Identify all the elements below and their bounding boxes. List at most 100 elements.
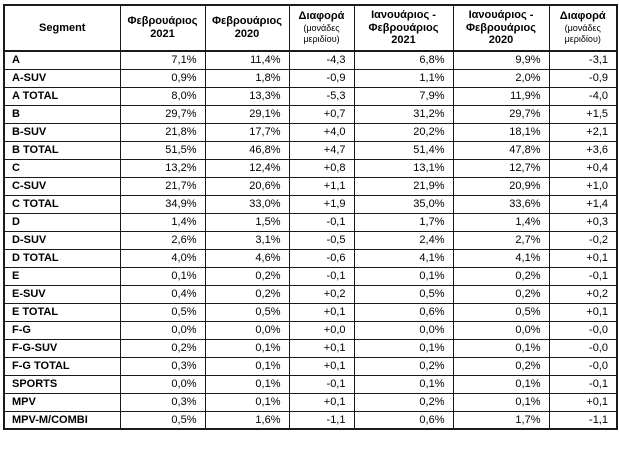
column-header-year: 2021 <box>150 28 175 40</box>
value-cell: 0,1% <box>204 374 290 394</box>
value-cell: 13,1% <box>353 158 454 178</box>
value-cell: 0,5% <box>452 302 550 322</box>
column-header-subtitle: (μονάδες μεριδίου) <box>303 23 340 45</box>
column-header: Segment <box>3 4 121 52</box>
value-cell: 0,5% <box>119 410 206 430</box>
value-cell: 18,1% <box>452 122 550 142</box>
value-cell: 0,2% <box>452 266 550 286</box>
value-cell: +0,1 <box>548 302 618 322</box>
value-cell: -0,0 <box>548 356 618 376</box>
value-cell: 0,2% <box>452 356 550 376</box>
table-row: E TOTAL 0,5% 0,5% +0,1 0,6% 0,5% +0,1 <box>3 302 618 322</box>
value-cell: -0,1 <box>548 374 618 394</box>
table-row: SPORTS 0,0% 0,1% -0,1 0,1% 0,1% -0,1 <box>3 374 618 394</box>
value-cell: 1,4% <box>452 212 550 232</box>
value-cell: 8,0% <box>119 86 206 106</box>
segment-cell: D <box>3 212 121 232</box>
value-cell: 0,1% <box>452 374 550 394</box>
value-cell: +0,1 <box>548 392 618 412</box>
value-cell: 0,2% <box>204 266 290 286</box>
value-cell: 11,9% <box>452 86 550 106</box>
value-cell: 12,7% <box>452 158 550 178</box>
value-cell: 11,4% <box>204 50 290 70</box>
value-cell: 29,1% <box>204 104 290 124</box>
value-cell: 20,2% <box>353 122 454 142</box>
value-cell: 1,6% <box>204 410 290 430</box>
value-cell: 0,0% <box>119 374 206 394</box>
segment-cell: E TOTAL <box>3 302 121 322</box>
table-row: B-SUV 21,8% 17,7% +4,0 20,2% 18,1% +2,1 <box>3 122 618 142</box>
value-cell: +0,1 <box>288 338 355 358</box>
value-cell: 0,1% <box>204 338 290 358</box>
column-header-year: 2020 <box>234 28 260 40</box>
value-cell: 0,2% <box>452 284 550 304</box>
value-cell: 4,0% <box>119 248 206 268</box>
value-cell: +1,4 <box>548 194 618 214</box>
column-header-year: 2021 <box>391 34 416 47</box>
value-cell: 33,6% <box>452 194 550 214</box>
column-header: Ιανουάριος - Φεβρουάριος 2021 <box>353 4 454 52</box>
value-cell: 33,0% <box>204 194 290 214</box>
value-cell: 0,1% <box>204 356 290 376</box>
value-cell: +0,0 <box>288 320 355 340</box>
table-row: MPV 0,3% 0,1% +0,1 0,2% 0,1% +0,1 <box>3 392 618 412</box>
table-row: MPV-M/COMBI 0,5% 1,6% -1,1 0,6% 1,7% -1,1 <box>3 410 618 430</box>
value-cell: 20,9% <box>452 176 550 196</box>
segment-cell: A-SUV <box>3 68 121 88</box>
value-cell: 13,2% <box>119 158 206 178</box>
value-cell: 0,1% <box>119 266 206 286</box>
value-cell: 0,0% <box>119 320 206 340</box>
value-cell: 0,5% <box>119 302 206 322</box>
value-cell: 0,3% <box>119 392 206 412</box>
table-row: D TOTAL 4,0% 4,6% -0,6 4,1% 4,1% +0,1 <box>3 248 618 268</box>
value-cell: 12,4% <box>204 158 290 178</box>
value-cell: +1,0 <box>548 176 618 196</box>
value-cell: -4,0 <box>548 86 618 106</box>
value-cell: -5,3 <box>288 86 355 106</box>
value-cell: -3,1 <box>548 50 618 70</box>
segment-cell: F-G TOTAL <box>3 356 121 376</box>
value-cell: 0,6% <box>353 410 454 430</box>
column-header-title: Segment <box>39 21 86 34</box>
table-row: C-SUV 21,7% 20,6% +1,1 21,9% 20,9% +1,0 <box>3 176 618 196</box>
value-cell: 2,4% <box>353 230 454 250</box>
value-cell: 47,8% <box>452 140 550 160</box>
value-cell: 0,4% <box>119 284 206 304</box>
table-body: A 7,1% 11,4% -4,3 6,8% 9,9% -3,1 A-SUV 0,9% 1,8% -… <box>3 50 618 430</box>
value-cell: 1,7% <box>353 212 454 232</box>
value-cell: -4,3 <box>288 50 355 70</box>
segment-share-table: Segment Φεβρουάριος 2021 Φεβρουάριος 2020 Δια… <box>3 4 618 430</box>
table-row: C TOTAL 34,9% 33,0% +1,9 35,0% 33,6% +1,4 <box>3 194 618 214</box>
value-cell: 6,8% <box>353 50 454 70</box>
value-cell: 1,5% <box>204 212 290 232</box>
value-cell: 20,6% <box>204 176 290 196</box>
value-cell: +0,4 <box>548 158 618 178</box>
table-row: E 0,1% 0,2% -0,1 0,1% 0,2% -0,1 <box>3 266 618 286</box>
column-header-title: Διαφορά <box>298 10 345 23</box>
header-row: Segment Φεβρουάριος 2021 Φεβρουάριος 2020 Δια… <box>3 4 618 52</box>
segment-cell: B-SUV <box>3 122 121 142</box>
value-cell: 0,6% <box>353 302 454 322</box>
segment-cell: F-G <box>3 320 121 340</box>
value-cell: +2,1 <box>548 122 618 142</box>
value-cell: 0,5% <box>353 284 454 304</box>
table-row: A-SUV 0,9% 1,8% -0,9 1,1% 2,0% -0,9 <box>3 68 618 88</box>
value-cell: +0,1 <box>288 302 355 322</box>
value-cell: +0,3 <box>548 212 618 232</box>
segment-cell: D TOTAL <box>3 248 121 268</box>
value-cell: 0,5% <box>204 302 290 322</box>
table-row: A 7,1% 11,4% -4,3 6,8% 9,9% -3,1 <box>3 50 618 70</box>
table-row: B 29,7% 29,1% +0,7 31,2% 29,7% +1,5 <box>3 104 618 124</box>
value-cell: 34,9% <box>119 194 206 214</box>
value-cell: 1,4% <box>119 212 206 232</box>
table-row: F-G 0,0% 0,0% +0,0 0,0% 0,0% -0,0 <box>3 320 618 340</box>
value-cell: -0,0 <box>548 320 618 340</box>
table-row: F-G TOTAL 0,3% 0,1% +0,1 0,2% 0,2% -0,0 <box>3 356 618 376</box>
column-header-title: Ιανουάριος - Φεβρουάριος <box>368 8 439 34</box>
value-cell: -0,2 <box>548 230 618 250</box>
segment-cell: C <box>3 158 121 178</box>
column-header: Ιανουάριος - Φεβρουάριος 2020 <box>452 4 550 52</box>
value-cell: +0,2 <box>288 284 355 304</box>
value-cell: 35,0% <box>353 194 454 214</box>
